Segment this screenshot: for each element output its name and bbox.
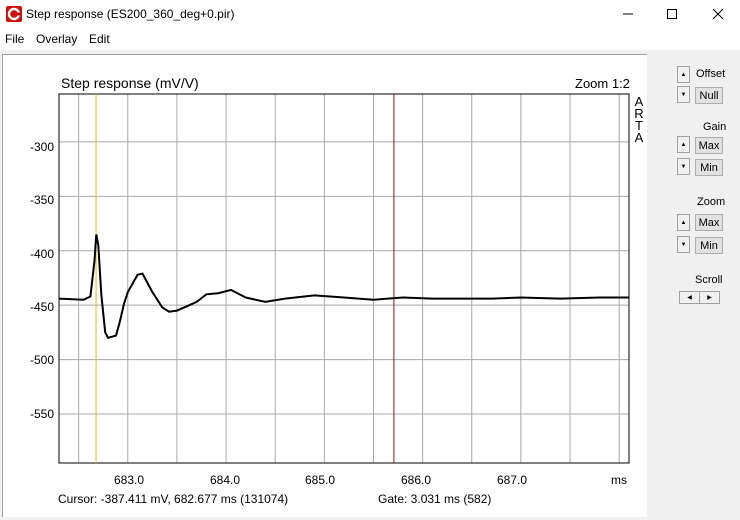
scroll-right-button[interactable]: ▶ bbox=[699, 291, 720, 304]
cursor-readout: Cursor: -387.411 mV, 682.677 ms (131074) bbox=[58, 492, 289, 506]
null-button[interactable]: Null bbox=[695, 87, 723, 104]
x-unit-label: ms bbox=[611, 473, 627, 487]
arrow-right-icon: ▶ bbox=[707, 295, 712, 301]
menu-file[interactable]: File bbox=[5, 32, 25, 46]
gain-max-button[interactable]: Max bbox=[695, 137, 723, 154]
zoom-max-button[interactable]: Max bbox=[695, 214, 723, 231]
arrow-up-icon: ▲ bbox=[680, 219, 687, 226]
title-bar: Step response (ES200_360_deg+0.pir) bbox=[0, 0, 740, 28]
x-tick-label: 685.0 bbox=[305, 473, 336, 487]
window-title: Step response (ES200_360_deg+0.pir) bbox=[26, 7, 235, 21]
gain-min-button[interactable]: Min bbox=[695, 159, 723, 176]
zoom-down-button[interactable]: ▼ bbox=[677, 236, 690, 253]
series-line bbox=[58, 234, 629, 339]
y-tick-label: -500 bbox=[29, 353, 54, 367]
offset-label: Offset bbox=[696, 68, 726, 80]
app-icon bbox=[6, 6, 22, 22]
zoom-min-button[interactable]: Min bbox=[695, 237, 723, 254]
close-button[interactable] bbox=[695, 0, 740, 28]
menu-overlay[interactable]: Overlay bbox=[36, 32, 78, 46]
maximize-icon bbox=[667, 9, 677, 19]
arta-label: A R T A bbox=[634, 94, 644, 145]
minimize-button[interactable] bbox=[605, 0, 651, 28]
gain-up-button[interactable]: ▲ bbox=[677, 136, 690, 153]
scroll-label: Scroll bbox=[695, 274, 723, 286]
y-tick-label: -350 bbox=[29, 193, 54, 207]
plot-frame bbox=[58, 93, 630, 464]
y-tick-label: -450 bbox=[29, 300, 54, 314]
scroll-left-button[interactable]: ◀ bbox=[679, 291, 700, 304]
maximize-button[interactable] bbox=[649, 0, 695, 28]
x-tick-label: 686.0 bbox=[401, 473, 432, 487]
arta-letter: R bbox=[634, 106, 644, 121]
gain-label: Gain bbox=[703, 121, 727, 133]
zoom-panel-label: Zoom bbox=[697, 196, 726, 208]
x-tick-label: 683.0 bbox=[114, 473, 145, 487]
arrow-up-icon: ▲ bbox=[680, 141, 687, 148]
arrow-down-icon: ▼ bbox=[680, 241, 687, 248]
arrow-down-icon: ▼ bbox=[680, 163, 687, 170]
gate-readout: Gate: 3.031 ms (582) bbox=[378, 492, 492, 506]
gain-down-button[interactable]: ▼ bbox=[677, 158, 690, 175]
x-tick-label: 684.0 bbox=[210, 473, 241, 487]
close-icon bbox=[713, 9, 723, 19]
arrow-down-icon: ▼ bbox=[680, 91, 687, 98]
arrow-left-icon: ◀ bbox=[687, 295, 692, 301]
zoom-label: Zoom 1:2 bbox=[575, 76, 630, 91]
y-tick-label: -300 bbox=[29, 140, 54, 154]
arta-letter: A bbox=[634, 130, 644, 145]
arrow-up-icon: ▲ bbox=[680, 71, 687, 78]
menu-bar: File Overlay Edit bbox=[0, 28, 740, 50]
y-tick-label: -550 bbox=[29, 407, 54, 421]
offset-up-button[interactable]: ▲ bbox=[677, 66, 690, 83]
menu-edit[interactable]: Edit bbox=[89, 32, 110, 46]
zoom-up-button[interactable]: ▲ bbox=[677, 214, 690, 231]
x-tick-label: 687.0 bbox=[497, 473, 528, 487]
offset-down-button[interactable]: ▼ bbox=[677, 86, 690, 103]
grid-lines bbox=[59, 94, 629, 463]
y-tick-label: -400 bbox=[29, 247, 54, 261]
plot-title: Step response (mV/V) bbox=[61, 75, 199, 91]
arta-letter: T bbox=[635, 118, 643, 133]
minimize-icon bbox=[623, 13, 633, 15]
arta-letter: A bbox=[634, 94, 644, 109]
